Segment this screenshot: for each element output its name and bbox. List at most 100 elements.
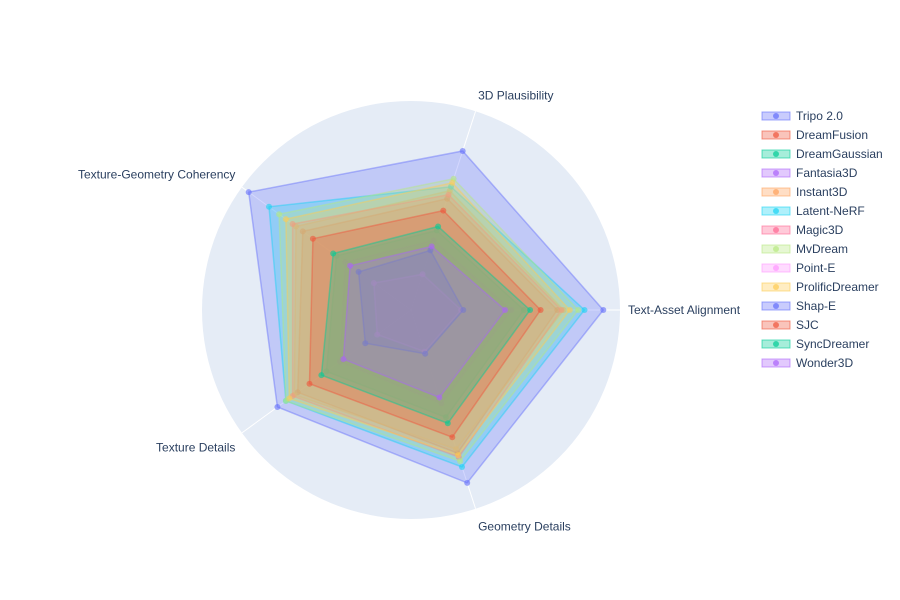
- data-point[interactable]: [355, 268, 362, 275]
- data-point[interactable]: [558, 307, 565, 313]
- series-4[interactable]: [291, 187, 567, 453]
- data-point[interactable]: [455, 452, 462, 459]
- legend-item[interactable]: DreamGaussian: [761, 147, 883, 161]
- data-point[interactable]: [460, 307, 467, 313]
- legend-item[interactable]: Latent-NeRF: [761, 204, 865, 218]
- series-7[interactable]: [276, 175, 582, 465]
- legend-item[interactable]: SyncDreamer: [761, 337, 869, 351]
- series-10[interactable]: [355, 247, 467, 357]
- data-point[interactable]: [520, 307, 527, 313]
- legend-marker: [773, 265, 779, 271]
- series-8[interactable]: [370, 271, 465, 355]
- legend-marker: [773, 284, 779, 290]
- series-2[interactable]: [323, 227, 527, 421]
- legend-label: MvDream: [796, 242, 848, 256]
- series-13[interactable]: [340, 243, 509, 401]
- data-point[interactable]: [449, 434, 456, 441]
- data-point[interactable]: [323, 368, 330, 375]
- data-point[interactable]: [537, 307, 544, 313]
- axis-label: Texture-Geometry Coherency: [78, 168, 235, 182]
- data-point[interactable]: [435, 223, 442, 230]
- legend-item[interactable]: DreamFusion: [761, 128, 868, 142]
- data-point[interactable]: [374, 331, 381, 338]
- legend-item[interactable]: Point-E: [761, 261, 835, 275]
- axis-label: 3D Plausibility: [478, 89, 553, 103]
- legend-marker: [773, 151, 779, 157]
- data-point[interactable]: [318, 372, 325, 379]
- legend-marker: [773, 170, 779, 176]
- data-point[interactable]: [508, 307, 515, 313]
- legend-label: Instant3D: [796, 185, 848, 199]
- data-point[interactable]: [581, 307, 588, 313]
- data-point[interactable]: [566, 307, 573, 313]
- data-point[interactable]: [289, 221, 296, 227]
- legend-item[interactable]: Shap-E: [761, 299, 836, 313]
- data-point[interactable]: [527, 307, 534, 313]
- data-point[interactable]: [306, 380, 313, 387]
- data-point[interactable]: [430, 237, 437, 244]
- data-point[interactable]: [347, 262, 354, 269]
- data-point[interactable]: [274, 404, 281, 410]
- legend-label: Magic3D: [796, 223, 844, 237]
- data-point[interactable]: [438, 400, 445, 407]
- data-point[interactable]: [428, 243, 435, 250]
- data-point[interactable]: [554, 307, 561, 313]
- legend-item[interactable]: MvDream: [761, 242, 848, 256]
- data-point[interactable]: [276, 211, 283, 218]
- series-9[interactable]: [282, 179, 573, 459]
- data-point[interactable]: [502, 307, 509, 313]
- legend-item[interactable]: Wonder3D: [761, 356, 853, 370]
- data-point[interactable]: [362, 340, 369, 347]
- legend-label: Point-E: [796, 261, 835, 275]
- legend-item[interactable]: SJC: [761, 318, 819, 332]
- legend-label: SJC: [796, 318, 819, 332]
- series-11[interactable]: [306, 207, 544, 441]
- legend-marker: [773, 360, 779, 366]
- legend-label: Fantasia3D: [796, 166, 858, 180]
- data-point[interactable]: [444, 420, 451, 427]
- data-point[interactable]: [419, 271, 426, 278]
- series-0[interactable]: [245, 148, 607, 486]
- data-point[interactable]: [600, 307, 607, 313]
- series-area: [342, 245, 507, 399]
- data-point[interactable]: [440, 207, 447, 214]
- data-point[interactable]: [464, 479, 471, 486]
- data-point[interactable]: [330, 250, 337, 257]
- data-point[interactable]: [575, 307, 582, 313]
- legend-marker: [773, 246, 779, 252]
- data-point[interactable]: [436, 394, 443, 401]
- data-point[interactable]: [266, 203, 272, 210]
- data-point[interactable]: [422, 350, 429, 357]
- series-3[interactable]: [337, 237, 515, 407]
- data-point[interactable]: [445, 191, 452, 198]
- data-point[interactable]: [299, 228, 306, 235]
- data-point[interactable]: [457, 458, 464, 465]
- legend-label: Wonder3D: [796, 356, 853, 370]
- data-point[interactable]: [286, 395, 293, 402]
- data-point[interactable]: [442, 414, 449, 421]
- legend[interactable]: Tripo 2.0 DreamFusion DreamGaussian Fantasi…: [761, 109, 883, 370]
- data-point[interactable]: [340, 356, 347, 363]
- legend-item[interactable]: Instant3D: [761, 185, 848, 199]
- data-point[interactable]: [459, 464, 465, 470]
- legend-marker: [773, 132, 779, 138]
- series-area: [308, 209, 542, 439]
- legend-marker: [773, 303, 779, 309]
- legend-item[interactable]: Fantasia3D: [761, 166, 858, 180]
- data-point[interactable]: [449, 179, 456, 186]
- legend-item[interactable]: Tripo 2.0: [761, 109, 843, 123]
- legend-item[interactable]: Magic3D: [761, 223, 844, 237]
- data-point[interactable]: [282, 216, 289, 223]
- data-point[interactable]: [370, 280, 377, 286]
- legend-item[interactable]: ProlificDreamer: [761, 280, 879, 294]
- data-point[interactable]: [309, 235, 316, 242]
- legend-label: Latent-NeRF: [796, 204, 865, 218]
- data-point[interactable]: [453, 446, 460, 453]
- series-12[interactable]: [318, 223, 534, 427]
- data-point[interactable]: [459, 148, 466, 154]
- legend-label: DreamFusion: [796, 128, 868, 142]
- data-point[interactable]: [342, 259, 349, 266]
- data-point[interactable]: [245, 189, 252, 196]
- legend-marker: [773, 341, 779, 347]
